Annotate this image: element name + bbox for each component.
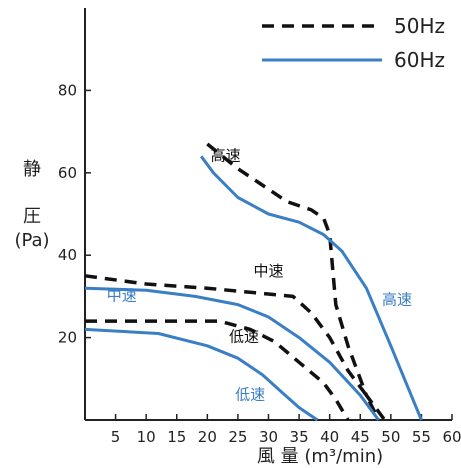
y-tick-label: 40: [58, 246, 77, 264]
legend: 50Hz 60Hz: [262, 14, 445, 72]
series-50hz-low-line: [85, 319, 350, 421]
legend-label-60hz: 60Hz: [394, 48, 445, 72]
y-axis-title-line-2: 圧: [23, 206, 41, 227]
x-tick-label: 35: [290, 428, 309, 446]
x-tick-label: 30: [259, 428, 278, 446]
y-axis-title-line-1: 静: [23, 159, 41, 180]
x-tick-label: 15: [167, 428, 186, 446]
series-60hz-high-line: [199, 155, 423, 421]
curves: [84, 142, 423, 422]
x-tick-label: 40: [320, 428, 339, 446]
curve-label: 低速: [235, 385, 265, 403]
x-tick-label: 25: [228, 428, 247, 446]
series-60hz-mid-line: [84, 286, 380, 421]
series-50hz-mid-line: [84, 274, 381, 421]
x-tick-label: 20: [198, 428, 217, 446]
curve-label: 中速: [107, 287, 137, 305]
curve-label: 低速: [229, 328, 259, 346]
x-tick-label: 10: [137, 428, 156, 446]
curve-label: 中速: [253, 262, 283, 280]
y-tick-label: 60: [58, 164, 77, 182]
ticks: 5 10 15 20 25 30 35 40 45 50 55 60 20 40 60 80: [58, 81, 461, 446]
x-tick-label: 45: [351, 428, 370, 446]
x-tick-label: 50: [381, 428, 400, 446]
x-tick-label: 55: [412, 428, 431, 446]
x-tick-label: 60: [442, 428, 461, 446]
legend-label-50hz: 50Hz: [394, 14, 445, 38]
curve-label: 高速: [211, 146, 241, 164]
curve-label: 高速: [382, 291, 412, 309]
y-axis-title: 静 圧 (Pa): [14, 159, 49, 251]
y-axis-title-line-3: (Pa): [14, 230, 49, 251]
y-tick-label: 20: [58, 329, 77, 347]
series-50hz-high-line: [206, 142, 387, 422]
x-tick-label: 5: [111, 428, 121, 446]
x-axis-title: 風 量 (m³/min): [257, 446, 383, 467]
y-tick-label: 80: [58, 81, 77, 99]
series-60hz-low-line: [84, 327, 319, 422]
